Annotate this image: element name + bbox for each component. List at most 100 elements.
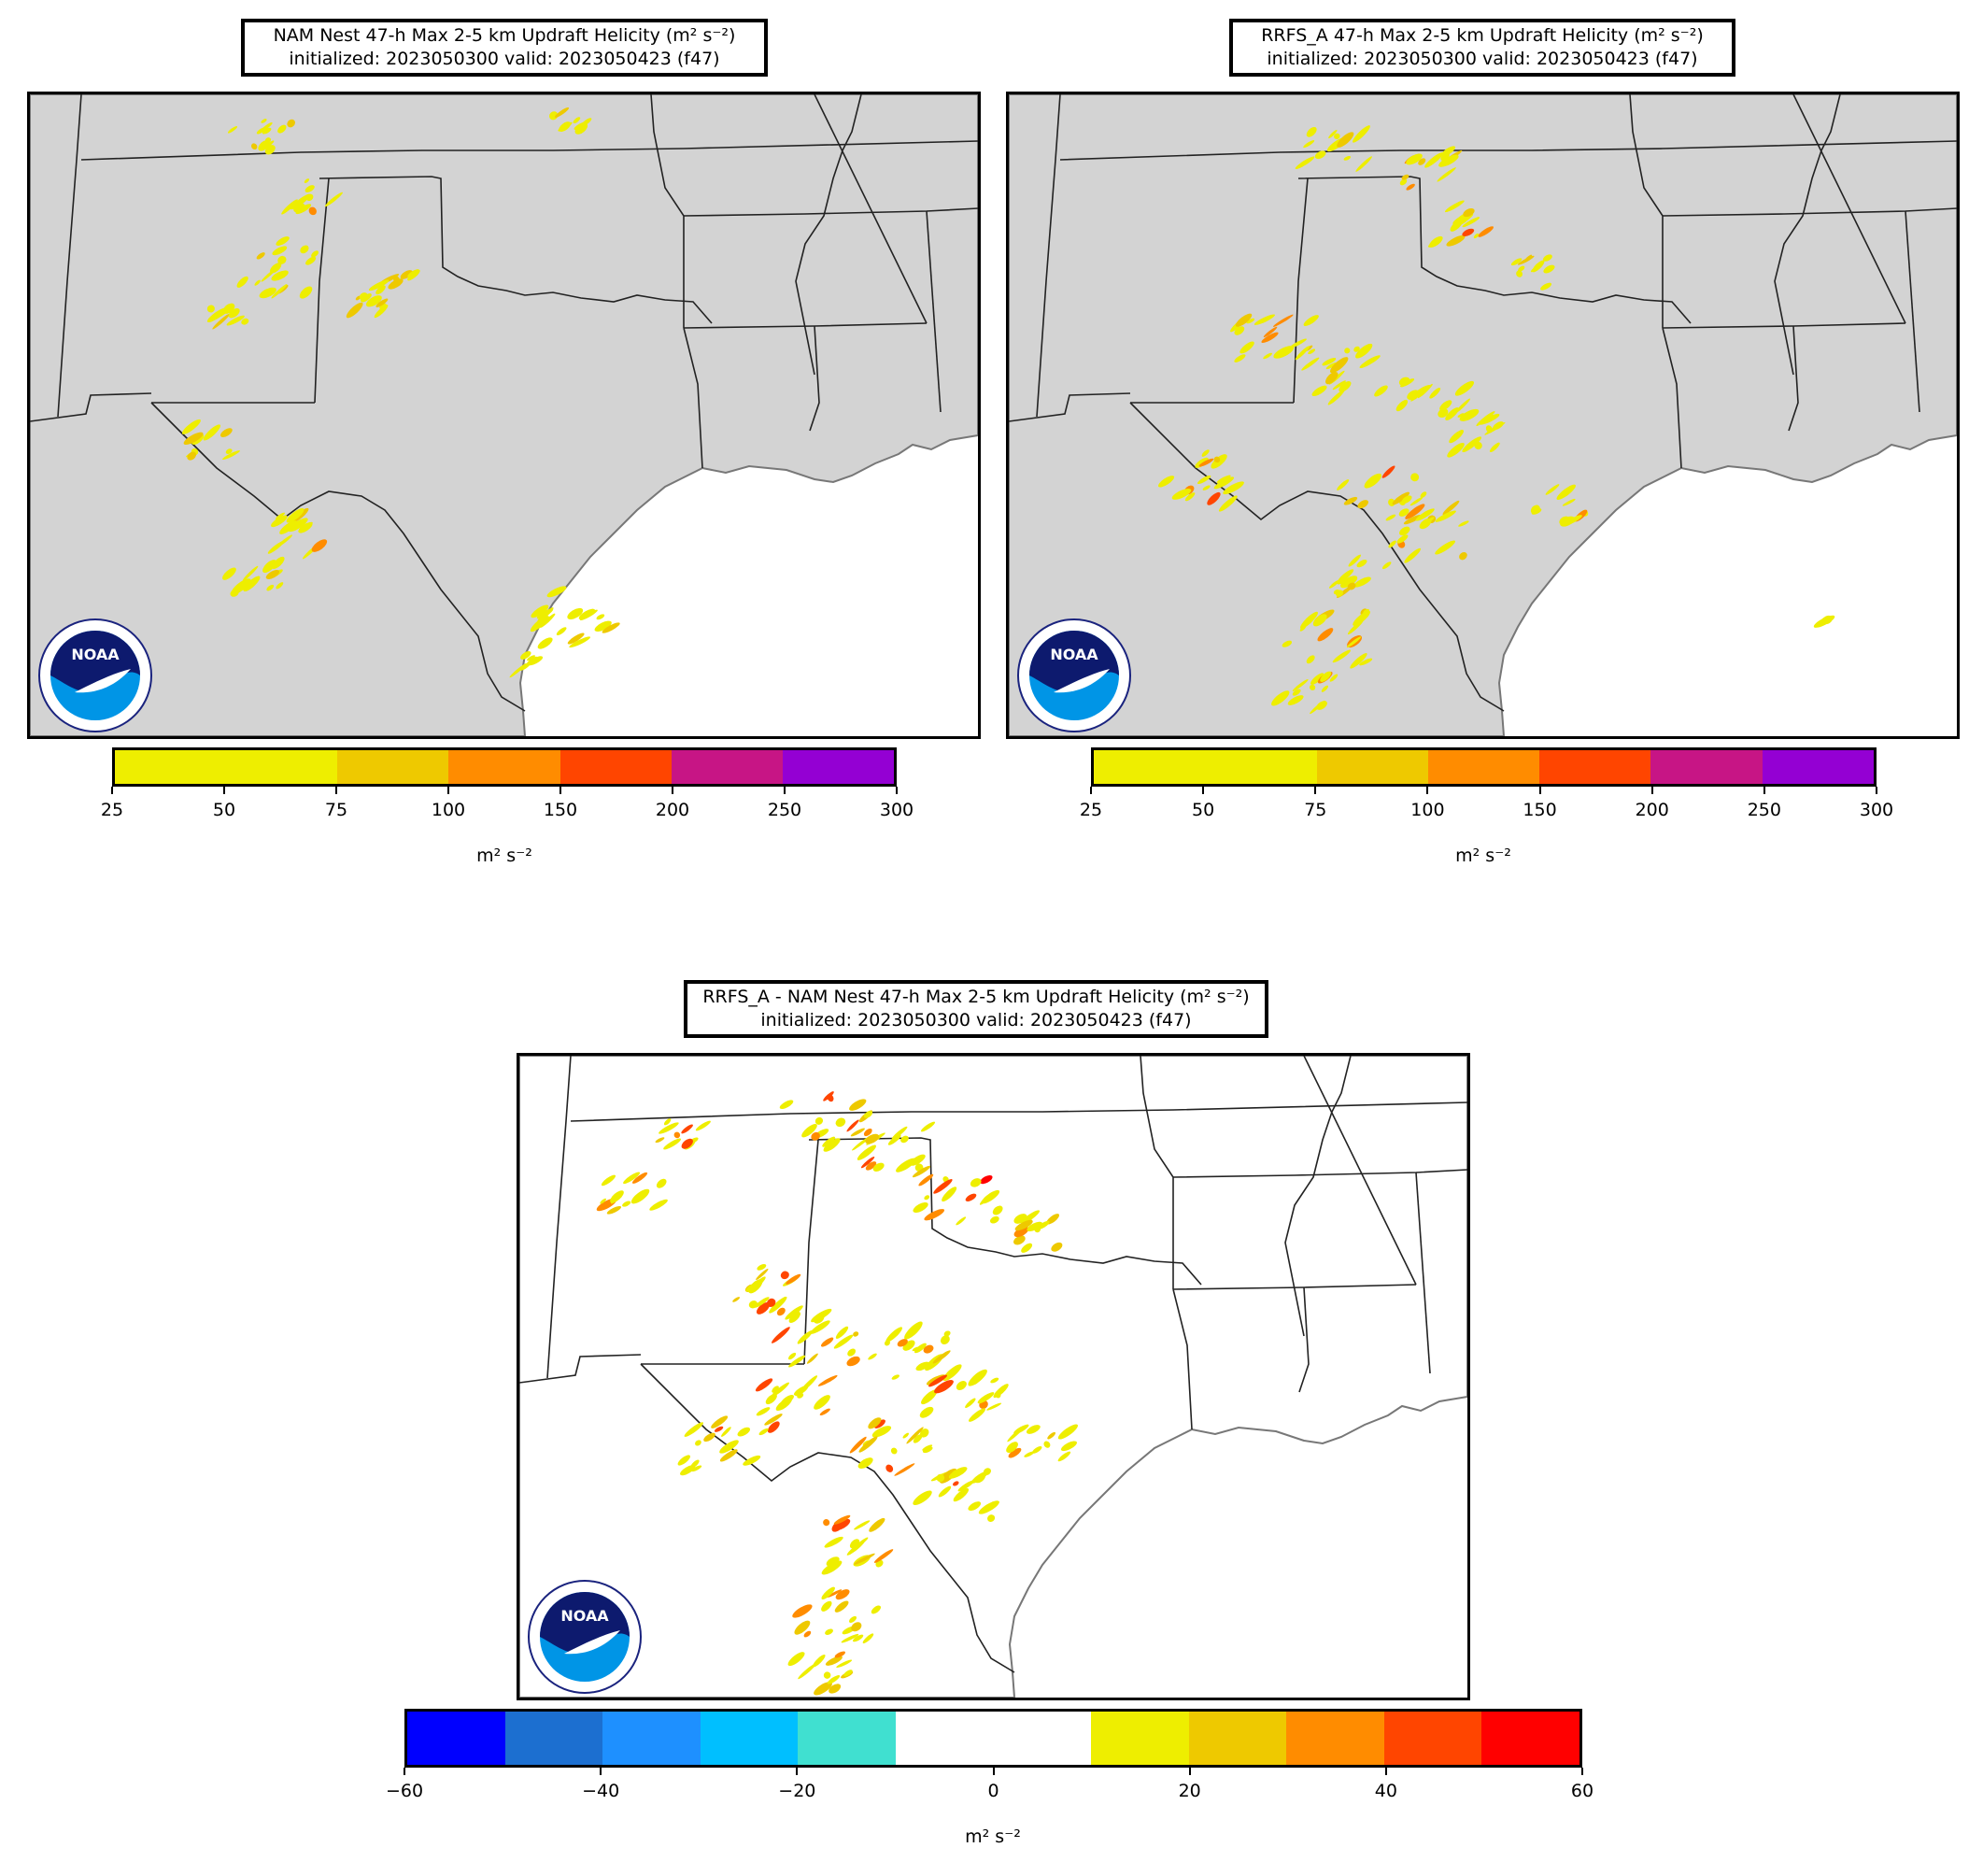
helicity-swath [953,1481,959,1486]
helicity-swath [765,1393,777,1405]
helicity-swath [573,117,581,124]
state-border [546,1056,572,1379]
helicity-swath [823,1138,841,1152]
helicity-swath [1403,514,1423,525]
helicity-swath [956,1381,967,1390]
colorbar-segment [671,750,783,784]
helicity-swath [1057,1424,1078,1440]
helicity-swath [1223,481,1244,495]
helicity-swath [1348,554,1361,567]
helicity-swath [835,1326,849,1339]
helicity-swath [1424,517,1435,525]
colorbar-segment [559,750,672,784]
colorbar-tickmark [1090,787,1092,794]
helicity-swath [622,1201,631,1207]
helicity-swath [1261,332,1279,344]
helicity-swath [1306,126,1317,137]
helicity-swath [969,1408,985,1422]
helicity-swath [814,1682,832,1696]
helicity-swath [980,1174,993,1185]
helicity-swath [1489,442,1500,452]
helicity-swath [822,1136,836,1147]
helicity-swath [1300,611,1318,629]
helicity-swath [1531,508,1542,515]
helicity-swath [1458,520,1469,527]
helicity-swath [1343,155,1352,161]
helicity-swath [1344,348,1351,354]
helicity-swath [594,620,612,632]
state-border [1297,176,1692,324]
helicity-swath [272,556,285,569]
colorbar-segment [337,750,449,784]
helicity-swath [596,614,605,620]
helicity-swath [537,637,553,649]
helicity-swath [1356,559,1367,568]
helicity-swath [1234,326,1245,335]
helicity-swath [1301,357,1320,371]
helicity-swath [754,1297,770,1308]
helicity-swath [1213,456,1221,463]
helicity-swath [965,1193,977,1201]
helicity-swath [1398,508,1409,517]
helicity-swath [580,609,598,620]
panel-diff-map: NOAA [517,1053,1470,1700]
helicity-swath [1026,1425,1041,1434]
helicity-swath [989,1215,999,1224]
colorbar-tick-label: 75 [1304,800,1327,820]
helicity-swath [1543,264,1555,274]
helicity-swath [821,1586,835,1600]
helicity-swath [767,1421,780,1433]
helicity-swath [934,1380,954,1394]
helicity-swath [259,287,276,299]
helicity-swath [276,534,292,547]
helicity-swath [1447,442,1465,458]
helicity-swath [1435,510,1456,522]
helicity-swath [756,1301,771,1315]
helicity-swath [938,1485,952,1498]
helicity-swath [990,1377,999,1384]
helicity-swath [897,1339,908,1347]
state-border [1662,327,1682,469]
helicity-swath [834,1651,845,1658]
colorbar-segment [226,750,338,784]
helicity-swath [1197,475,1211,485]
helicity-swath [266,584,275,591]
helicity-swath [1314,150,1326,160]
helicity-swath [1346,636,1362,648]
helicity-swath [1381,561,1392,570]
helicity-swath [1565,515,1582,526]
helicity-swath [719,1440,739,1454]
helicity-swath [863,1128,872,1137]
noaa-logo-text: NOAA [1050,646,1098,663]
state-border [683,207,978,217]
helicity-swath [932,1350,951,1364]
state-border [809,325,820,432]
helicity-swath [379,303,387,309]
helicity-swath [970,1377,979,1386]
helicity-swath [673,1131,681,1139]
helicity-swath [287,119,295,128]
helicity-swath [873,1549,894,1563]
helicity-swath [554,107,570,118]
helicity-swath [719,1449,738,1462]
helicity-swath [600,1198,606,1204]
helicity-swath [684,1422,703,1437]
helicity-swath [854,1520,871,1530]
helicity-swath [758,1428,769,1436]
helicity-swath [871,1605,881,1614]
state-border [57,94,82,418]
helicity-swath [276,512,285,519]
helicity-swath [810,1320,830,1334]
helicity-swath [1013,1226,1029,1238]
helicity-swath [919,1406,934,1418]
state-border [30,392,152,422]
helicity-swath [872,1162,885,1172]
helicity-swath [913,1201,928,1213]
helicity-swath [1218,495,1238,512]
helicity-swath [965,1398,976,1409]
helicity-swath [567,632,585,645]
helicity-swath [1562,498,1576,506]
helicity-swath [953,1488,970,1502]
helicity-swath [1418,158,1426,165]
noaa-logo-text: NOAA [560,1607,609,1625]
